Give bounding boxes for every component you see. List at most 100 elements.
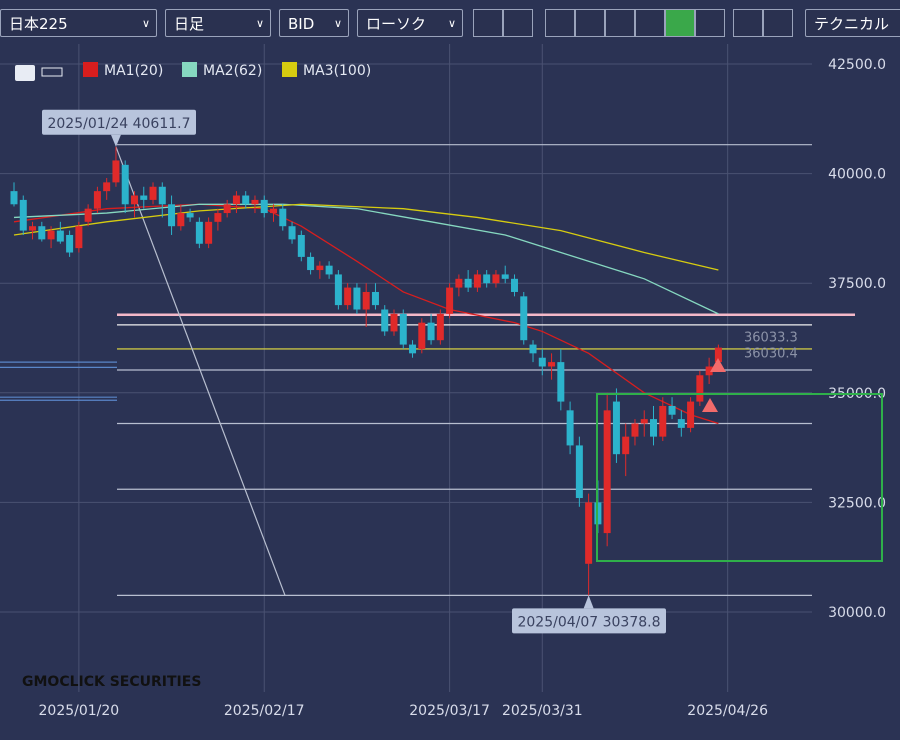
price-select[interactable]: BID ∨ — [279, 9, 349, 37]
plot: 42500.040000.037500.035000.032500.030000… — [0, 44, 886, 719]
annotation-pointer — [110, 134, 121, 147]
candle-body — [186, 213, 194, 218]
symbol-select[interactable]: 日本225 ∨ — [0, 9, 157, 37]
legend-swatch — [83, 62, 98, 77]
ff-tool[interactable] — [695, 9, 725, 37]
y-tick-label: 37500.0 — [828, 276, 886, 292]
candle-body — [19, 199, 27, 231]
candle-body — [214, 213, 222, 222]
candle-body — [297, 234, 305, 257]
candle-body — [158, 186, 166, 205]
fr-tool[interactable] — [665, 9, 695, 37]
candle-body — [195, 221, 203, 244]
candle-body — [677, 419, 685, 428]
x-tick-label: 2025/03/17 — [409, 703, 490, 719]
technical: テクニカル — [814, 15, 890, 33]
legend-label: MA3(100) — [303, 63, 371, 79]
candle-body — [696, 375, 704, 402]
candle-body — [38, 226, 46, 240]
candle-body — [603, 410, 611, 534]
annotation-text: 2025/01/24 40611.7 — [47, 116, 190, 132]
candle-body — [705, 366, 713, 376]
erase-tool[interactable] — [733, 9, 763, 37]
legend-icon[interactable] — [41, 67, 63, 77]
legend-label: MA1(20) — [104, 63, 163, 79]
candle-body — [520, 296, 528, 341]
annotation-box — [42, 109, 196, 135]
candle-body — [362, 291, 370, 310]
price-type: BID — [288, 15, 315, 33]
annotation-text: 2025/04/07 30378.8 — [517, 614, 660, 630]
candle-body — [473, 274, 481, 288]
candle-body — [307, 256, 315, 271]
y-tick-label: 42500.0 — [828, 57, 886, 73]
candle-body — [288, 226, 296, 240]
pointer-tool[interactable] — [503, 9, 533, 37]
price-label: 36030.4 — [744, 347, 798, 362]
legend-label: MA2(62) — [203, 63, 262, 79]
candle-body — [130, 195, 138, 205]
timeframe-select[interactable]: 日足 ∨ — [165, 9, 271, 37]
technical-button[interactable]: テクニカル — [805, 9, 900, 37]
chart-type-select[interactable]: ローソク ∨ — [357, 9, 463, 37]
candle-body — [316, 265, 324, 271]
candle-body — [510, 278, 518, 292]
candle-body — [223, 204, 231, 214]
candle-body — [149, 186, 157, 200]
candle-body — [409, 344, 417, 354]
candle-body — [168, 204, 176, 227]
candle-body — [93, 191, 101, 209]
candle-body — [381, 309, 389, 332]
vline-tool[interactable] — [575, 9, 605, 37]
y-tick-label: 30000.0 — [828, 605, 886, 621]
legend-icon[interactable] — [15, 65, 35, 81]
candle-body — [659, 405, 667, 437]
candle-body — [668, 405, 676, 415]
x-tick-label: 2025/03/31 — [502, 703, 583, 719]
candle-body — [446, 287, 454, 314]
candle-body — [455, 278, 463, 288]
candle-body — [279, 208, 287, 227]
x-tick-label: 2025/02/17 — [224, 703, 305, 719]
candle-body — [242, 195, 250, 205]
candle-body — [631, 423, 639, 437]
candle-body — [232, 195, 240, 205]
candle-body — [464, 278, 472, 288]
erase-all-tool[interactable] — [763, 9, 793, 37]
signal-marker — [710, 358, 726, 372]
candle-body — [177, 213, 185, 227]
candle-body — [501, 274, 509, 279]
candle-body — [325, 265, 333, 275]
candle-body — [334, 274, 342, 306]
chart-type: ローソク — [366, 15, 427, 33]
candle-body — [418, 322, 426, 349]
candle-body — [103, 182, 111, 192]
y-tick-label: 32500.0 — [828, 495, 886, 511]
candle-body — [56, 230, 64, 242]
candle-body — [260, 199, 268, 214]
trend-drawing — [115, 146, 286, 596]
hline-tool[interactable] — [545, 9, 575, 37]
candle-body — [566, 410, 574, 446]
candle-body — [390, 313, 398, 332]
candle-body — [84, 208, 92, 222]
legend-swatch — [282, 62, 297, 77]
price-label: 36033.3 — [744, 331, 798, 346]
box-drawing — [596, 393, 883, 562]
candle-body — [687, 401, 695, 428]
crosshair-tool[interactable] — [473, 9, 503, 37]
candle-body — [427, 322, 435, 341]
candle-body — [66, 234, 74, 253]
candle-body — [121, 164, 129, 205]
channel-tool[interactable] — [635, 9, 665, 37]
annotation-pointer — [583, 595, 594, 609]
candle-body — [483, 274, 491, 284]
candle-body — [529, 344, 537, 354]
trend-tool[interactable] — [605, 9, 635, 37]
candle-body — [10, 191, 18, 205]
candle-body — [270, 208, 278, 214]
candle-body — [622, 436, 630, 455]
logo: GMOCLICK SECURITIES — [22, 674, 201, 690]
candle-body — [353, 287, 361, 310]
